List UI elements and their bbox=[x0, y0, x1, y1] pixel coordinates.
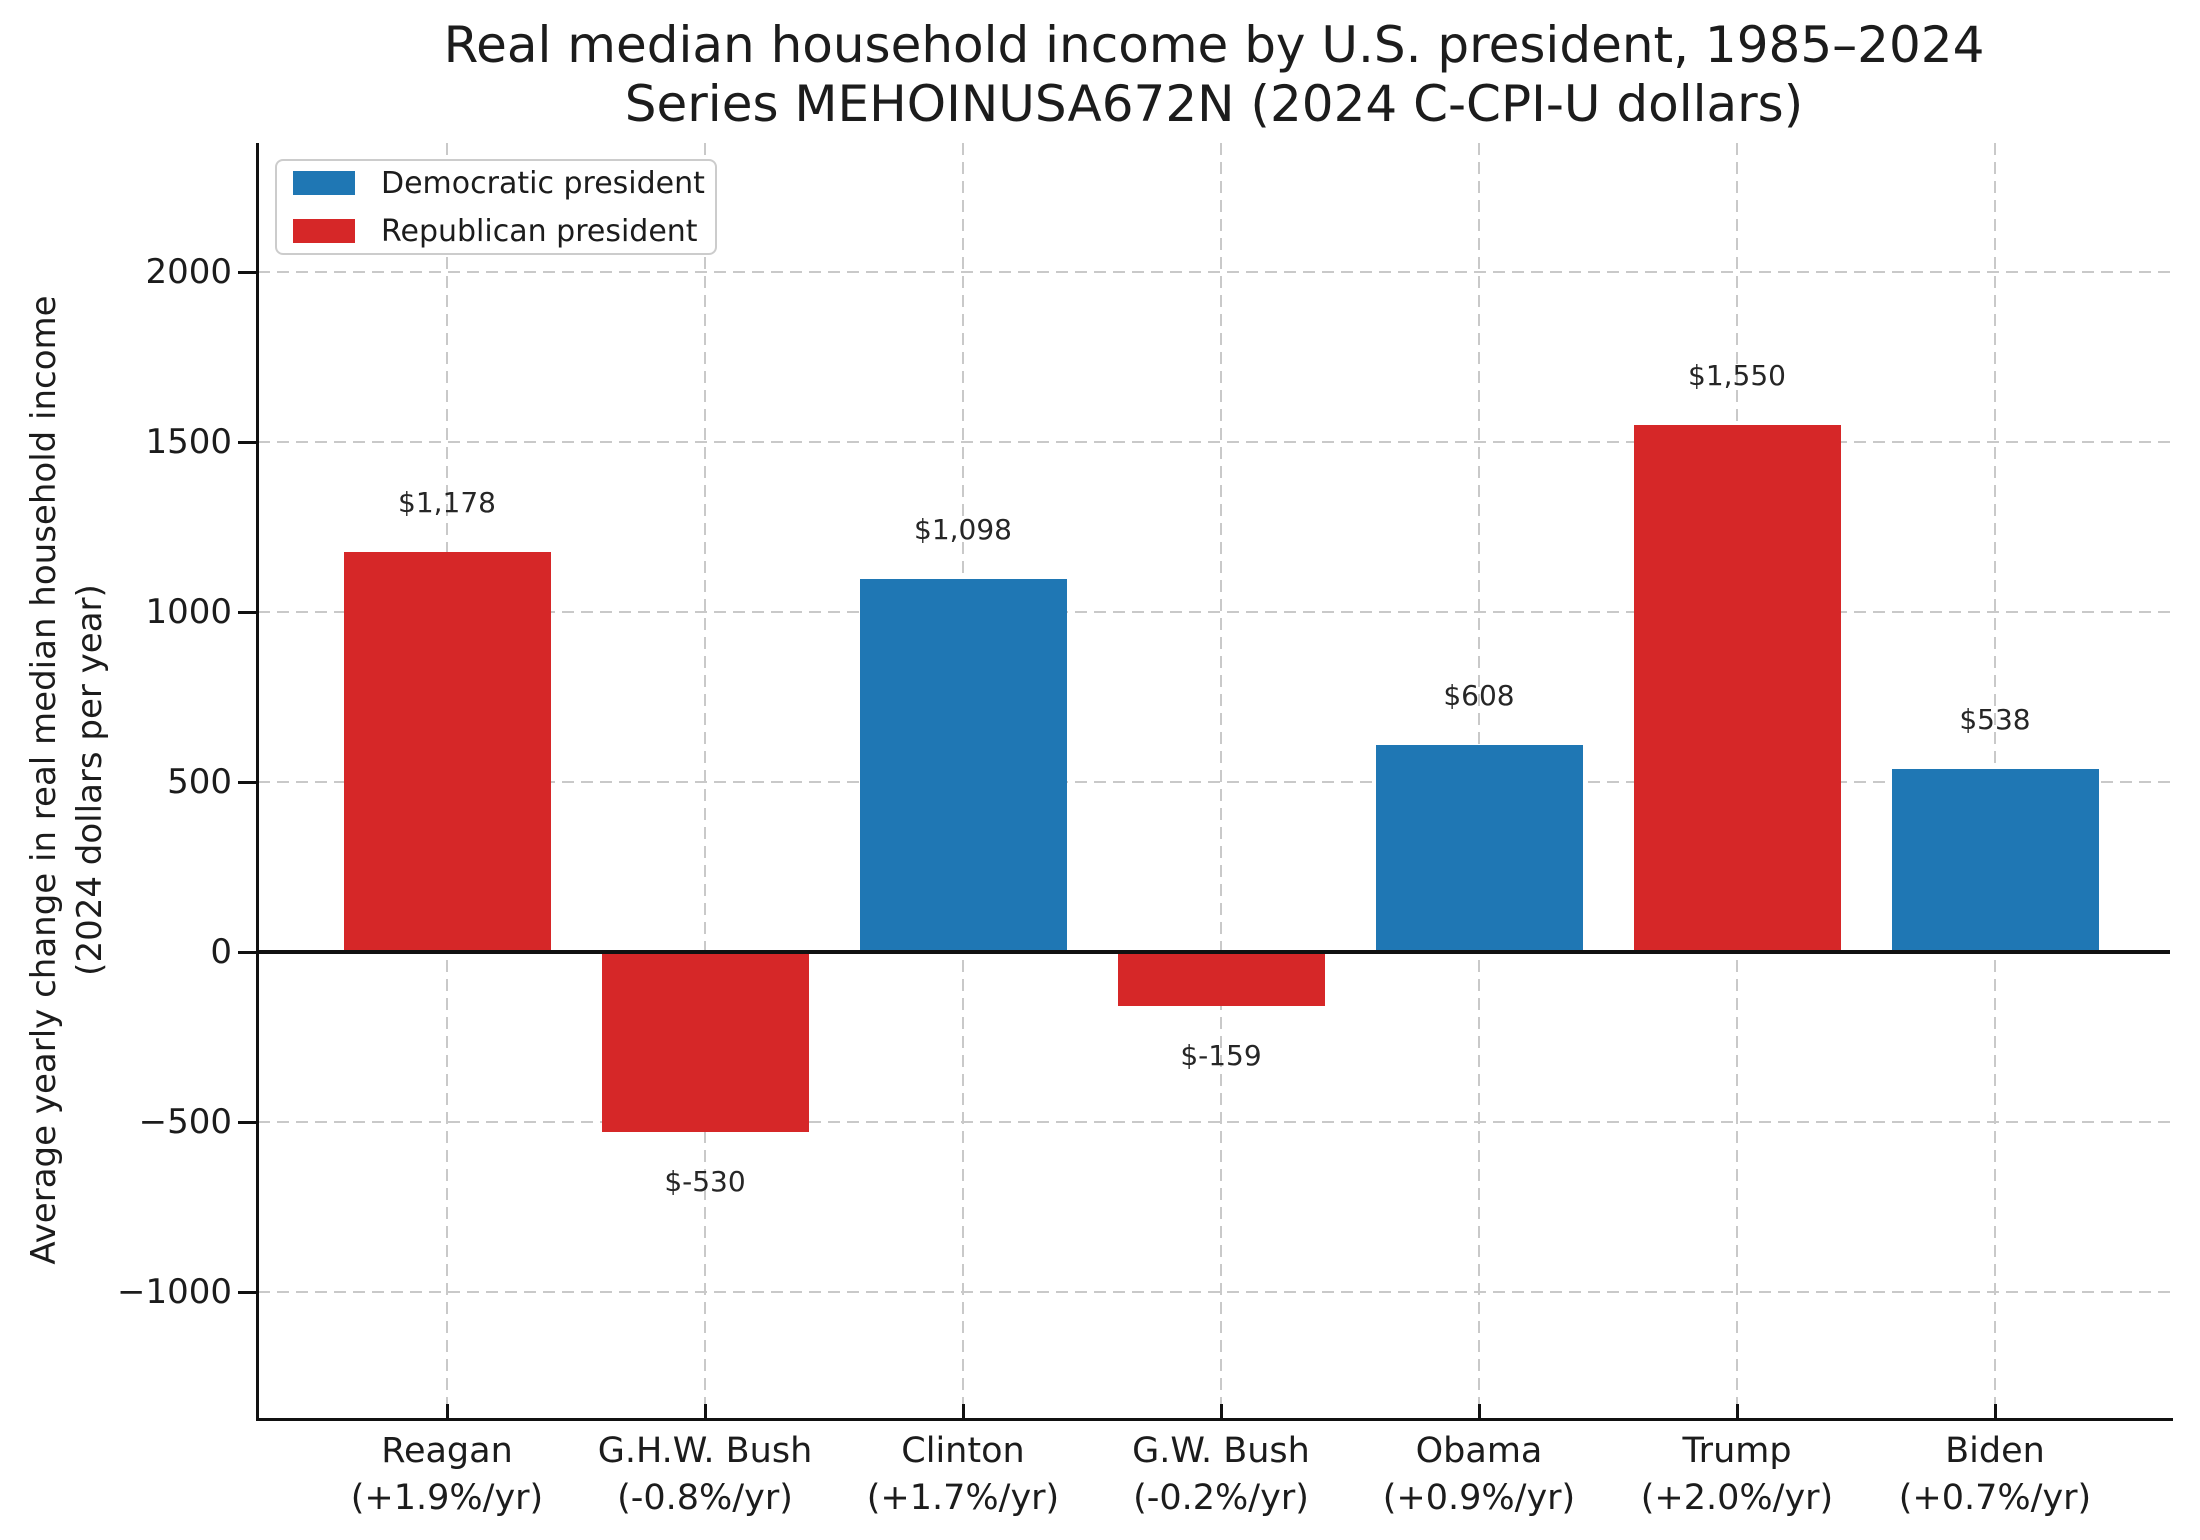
x-tick-label: Biden (+0.7%/yr) bbox=[1835, 1428, 2155, 1522]
x-tick-mark bbox=[1477, 1404, 1481, 1418]
bar bbox=[601, 952, 809, 1133]
y-tick-label: 500 bbox=[167, 762, 232, 803]
h-gridline bbox=[258, 781, 2170, 784]
bar-value-label: $-530 bbox=[664, 1165, 746, 1199]
y-tick-mark bbox=[238, 1290, 256, 1294]
y-tick-mark bbox=[238, 610, 256, 614]
x-tick-label-name: Biden bbox=[1945, 1431, 2045, 1471]
x-tick-label-name: Clinton bbox=[901, 1431, 1025, 1471]
x-tick-label: G.W. Bush (-0.2%/yr) bbox=[1061, 1428, 1381, 1522]
x-tick-label-rate: (+0.9%/yr) bbox=[1382, 1478, 1576, 1518]
x-tick-label: Trump (+2.0%/yr) bbox=[1577, 1428, 1897, 1522]
x-tick-mark bbox=[961, 1404, 965, 1418]
y-tick-mark bbox=[238, 780, 256, 784]
x-tick-label-name: Reagan bbox=[381, 1431, 513, 1471]
chart-title-line2: Series MEHOINUSA672N (2024 C-CPI-U dolla… bbox=[624, 75, 1804, 133]
h-gridline bbox=[258, 611, 2170, 614]
y-tick-label: 0 bbox=[210, 932, 232, 973]
bar-value-label: $-159 bbox=[1180, 1039, 1262, 1073]
bar bbox=[859, 578, 1067, 953]
y-tick-mark bbox=[238, 950, 256, 954]
y-axis-spine bbox=[256, 143, 259, 1421]
y-tick-mark bbox=[238, 1120, 256, 1124]
plot-area: $1,178 $-530 $1,098 $-159 $608 $1,550 $538 bbox=[258, 143, 2170, 1418]
x-tick-label-rate: (-0.8%/yr) bbox=[617, 1478, 793, 1518]
x-tick-label-rate: (-0.2%/yr) bbox=[1133, 1478, 1309, 1518]
y-tick-label: 1500 bbox=[145, 422, 232, 463]
x-tick-label-name: Trump bbox=[1682, 1431, 1792, 1471]
x-tick-label: Reagan (+1.9%/yr) bbox=[287, 1428, 607, 1522]
x-tick-label-rate: (+1.7%/yr) bbox=[866, 1478, 1060, 1518]
x-tick-label: Obama (+0.9%/yr) bbox=[1319, 1428, 1639, 1522]
x-tick-mark bbox=[445, 1404, 449, 1418]
legend-label: Republican president bbox=[381, 213, 698, 249]
x-tick-label-rate: (+0.7%/yr) bbox=[1898, 1478, 2092, 1518]
chart-title: Real median household income by U.S. pre… bbox=[258, 16, 2170, 134]
legend-color-swatch bbox=[293, 171, 355, 195]
x-tick-mark bbox=[1735, 1404, 1739, 1418]
bar bbox=[1891, 769, 2099, 953]
x-tick-label: Clinton (+1.7%/yr) bbox=[803, 1428, 1123, 1522]
legend-entry: Republican president bbox=[293, 214, 699, 249]
bar-value-label: $1,550 bbox=[1688, 359, 1786, 393]
h-gridline bbox=[258, 1291, 2170, 1294]
x-tick-mark bbox=[1993, 1404, 1997, 1418]
v-gridline bbox=[704, 143, 706, 1418]
x-tick-mark bbox=[1219, 1404, 1223, 1418]
x-tick-mark bbox=[703, 1404, 707, 1418]
bar bbox=[1375, 745, 1583, 953]
legend-color-swatch bbox=[293, 219, 355, 243]
x-tick-label-rate: (+1.9%/yr) bbox=[350, 1478, 544, 1518]
y-tick-label: −1000 bbox=[116, 1272, 232, 1313]
bar-value-label: $1,098 bbox=[914, 512, 1012, 546]
chart-title-line1: Real median household income by U.S. pre… bbox=[443, 16, 1985, 74]
bar bbox=[343, 551, 551, 953]
legend-entry: Democratic president bbox=[293, 166, 705, 201]
x-tick-label-name: Obama bbox=[1415, 1431, 1543, 1471]
y-tick-mark bbox=[238, 270, 256, 274]
x-tick-label: G.H.W. Bush (-0.8%/yr) bbox=[545, 1428, 865, 1522]
y-tick-label: 2000 bbox=[145, 252, 232, 293]
h-gridline bbox=[258, 1121, 2170, 1124]
h-gridline bbox=[258, 441, 2170, 444]
legend-label: Democratic president bbox=[381, 165, 705, 201]
legend: Democratic president Republican president bbox=[275, 159, 717, 255]
bar-value-label: $608 bbox=[1443, 679, 1515, 713]
y-tick-mark bbox=[238, 440, 256, 444]
bar bbox=[1633, 425, 1841, 953]
bar-value-label: $1,178 bbox=[398, 485, 496, 519]
x-tick-label-rate: (+2.0%/yr) bbox=[1640, 1478, 1834, 1518]
y-tick-label: 1000 bbox=[145, 592, 232, 633]
v-gridline bbox=[1220, 143, 1222, 1418]
y-tick-label: −500 bbox=[138, 1102, 232, 1143]
bar-value-label: $538 bbox=[1959, 703, 2031, 737]
x-tick-label-name: G.H.W. Bush bbox=[597, 1431, 813, 1471]
bar bbox=[1117, 952, 1325, 1007]
x-tick-label-name: G.W. Bush bbox=[1132, 1431, 1310, 1471]
h-gridline bbox=[258, 271, 2170, 274]
zero-line bbox=[258, 950, 2170, 955]
x-axis-spine bbox=[256, 1418, 2173, 1421]
